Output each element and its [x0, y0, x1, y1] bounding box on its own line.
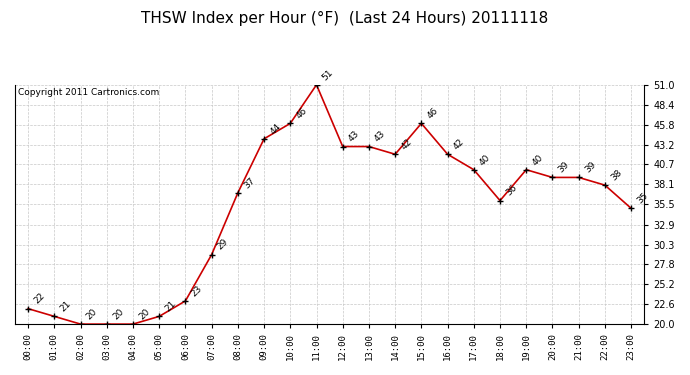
Text: 20: 20 [85, 307, 99, 321]
Text: 46: 46 [295, 106, 309, 121]
Text: 36: 36 [504, 183, 519, 198]
Text: 21: 21 [164, 299, 178, 314]
Text: 43: 43 [373, 129, 388, 144]
Text: THSW Index per Hour (°F)  (Last 24 Hours) 20111118: THSW Index per Hour (°F) (Last 24 Hours)… [141, 11, 549, 26]
Text: 40: 40 [531, 153, 545, 167]
Text: 51: 51 [321, 68, 335, 82]
Text: 37: 37 [242, 176, 257, 190]
Text: 44: 44 [268, 122, 282, 136]
Text: Copyright 2011 Cartronics.com: Copyright 2011 Cartronics.com [18, 88, 159, 98]
Text: 39: 39 [557, 160, 571, 175]
Text: 46: 46 [426, 106, 440, 121]
Text: 39: 39 [583, 160, 598, 175]
Text: 42: 42 [452, 137, 466, 152]
Text: 42: 42 [400, 137, 413, 152]
Text: 40: 40 [478, 153, 493, 167]
Text: 20: 20 [137, 307, 152, 321]
Text: 20: 20 [111, 307, 126, 321]
Text: 22: 22 [32, 291, 47, 306]
Text: 43: 43 [347, 129, 362, 144]
Text: 23: 23 [190, 284, 204, 298]
Text: 29: 29 [216, 237, 230, 252]
Text: 35: 35 [635, 191, 650, 206]
Text: 38: 38 [609, 168, 624, 182]
Text: 21: 21 [59, 299, 73, 314]
